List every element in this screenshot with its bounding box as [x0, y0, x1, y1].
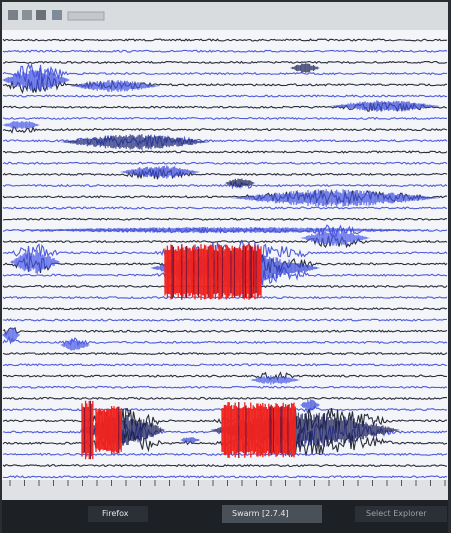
task-label: Select Explorer: [362, 506, 431, 522]
time-axis: [2, 480, 448, 500]
task-label: Swarm [2.7.4]: [228, 506, 293, 522]
swarm-window: [0, 0, 451, 533]
tool-icon[interactable]: [22, 10, 32, 20]
tool-icon[interactable]: [8, 10, 18, 20]
tool-icon[interactable]: [36, 10, 46, 20]
toolbar-field[interactable]: [68, 12, 104, 20]
tool-icon[interactable]: [52, 10, 62, 20]
screen: Firefox Swarm [2.7.4] Select Explorer: [0, 0, 451, 533]
task-label: Firefox: [98, 506, 132, 522]
